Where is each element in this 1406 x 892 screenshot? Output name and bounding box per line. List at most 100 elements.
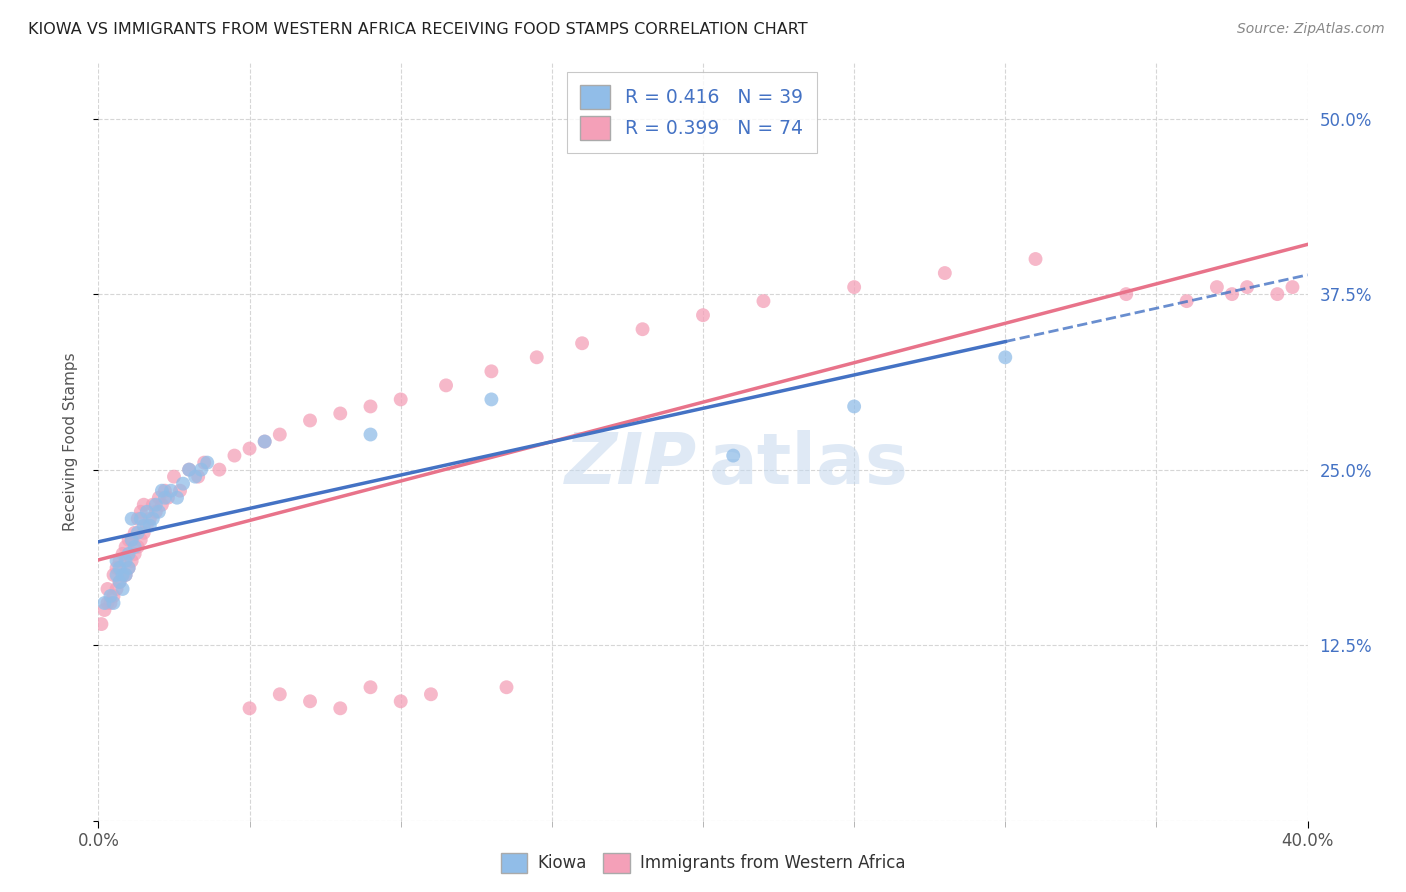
Point <box>118 547 141 561</box>
Point <box>100 596 122 610</box>
Y-axis label: Receiving Food Stamps: Receiving Food Stamps <box>63 352 77 531</box>
Point <box>934 266 956 280</box>
Point <box>187 469 209 483</box>
Point <box>526 351 548 365</box>
Point <box>195 456 218 470</box>
Point <box>129 505 152 519</box>
Point <box>132 518 155 533</box>
Point <box>190 462 212 476</box>
Point <box>253 434 276 449</box>
Point <box>172 476 194 491</box>
Point <box>434 378 457 392</box>
Point <box>111 568 134 582</box>
Point <box>135 518 157 533</box>
Point <box>118 533 141 547</box>
Point <box>96 582 118 596</box>
Point <box>179 462 201 476</box>
Point <box>163 469 186 483</box>
Point <box>105 554 128 568</box>
Point <box>1115 287 1137 301</box>
Point <box>193 456 215 470</box>
Point <box>299 694 322 708</box>
Point <box>723 449 745 463</box>
Point <box>124 540 146 554</box>
Point <box>145 498 167 512</box>
Point <box>1267 287 1289 301</box>
Point <box>150 498 173 512</box>
Point <box>118 561 141 575</box>
Point <box>179 462 201 476</box>
Point <box>156 491 179 505</box>
Point <box>111 568 134 582</box>
Point <box>105 582 128 596</box>
Point <box>124 525 146 540</box>
Point <box>150 483 173 498</box>
Point <box>124 547 146 561</box>
Point <box>118 561 141 575</box>
Point <box>96 596 118 610</box>
Point <box>269 427 291 442</box>
Point <box>145 505 167 519</box>
Point <box>114 554 136 568</box>
Point <box>105 561 128 575</box>
Point <box>127 512 149 526</box>
Point <box>420 687 443 701</box>
Point <box>166 491 188 505</box>
Legend: Kiowa, Immigrants from Western Africa: Kiowa, Immigrants from Western Africa <box>494 847 912 880</box>
Point <box>121 512 143 526</box>
Point <box>114 568 136 582</box>
Point <box>132 525 155 540</box>
Point <box>103 589 125 603</box>
Point <box>135 505 157 519</box>
Point <box>360 400 382 414</box>
Point <box>90 617 112 632</box>
Point <box>169 483 191 498</box>
Point <box>299 413 322 427</box>
Point <box>93 596 115 610</box>
Point <box>153 483 176 498</box>
Point <box>103 596 125 610</box>
Point <box>132 498 155 512</box>
Point <box>111 582 134 596</box>
Point <box>239 701 262 715</box>
Point <box>160 483 183 498</box>
Point <box>111 547 134 561</box>
Point <box>1236 280 1258 294</box>
Point <box>571 336 593 351</box>
Point <box>129 533 152 547</box>
Point <box>142 512 165 526</box>
Point <box>105 568 128 582</box>
Point <box>127 525 149 540</box>
Point <box>93 603 115 617</box>
Point <box>692 308 714 322</box>
Text: KIOWA VS IMMIGRANTS FROM WESTERN AFRICA RECEIVING FOOD STAMPS CORRELATION CHART: KIOWA VS IMMIGRANTS FROM WESTERN AFRICA … <box>28 22 807 37</box>
Legend: R = 0.416   N = 39, R = 0.399   N = 74: R = 0.416 N = 39, R = 0.399 N = 74 <box>567 72 817 153</box>
Text: ZIP: ZIP <box>565 430 697 499</box>
Point <box>121 533 143 547</box>
Point <box>103 568 125 582</box>
Point <box>184 469 207 483</box>
Point <box>631 322 654 336</box>
Point <box>208 462 231 476</box>
Point <box>329 407 352 421</box>
Point <box>114 540 136 554</box>
Point <box>239 442 262 456</box>
Point <box>495 680 517 694</box>
Point <box>153 491 176 505</box>
Point <box>142 498 165 512</box>
Point <box>1220 287 1243 301</box>
Text: Source: ZipAtlas.com: Source: ZipAtlas.com <box>1237 22 1385 37</box>
Point <box>844 400 866 414</box>
Point <box>360 427 382 442</box>
Point <box>129 512 152 526</box>
Point <box>127 540 149 554</box>
Point <box>752 294 775 309</box>
Point <box>253 434 276 449</box>
Point <box>139 512 162 526</box>
Point <box>148 505 170 519</box>
Point <box>139 518 162 533</box>
Point <box>148 491 170 505</box>
Point <box>481 392 503 407</box>
Point <box>121 554 143 568</box>
Point <box>360 680 382 694</box>
